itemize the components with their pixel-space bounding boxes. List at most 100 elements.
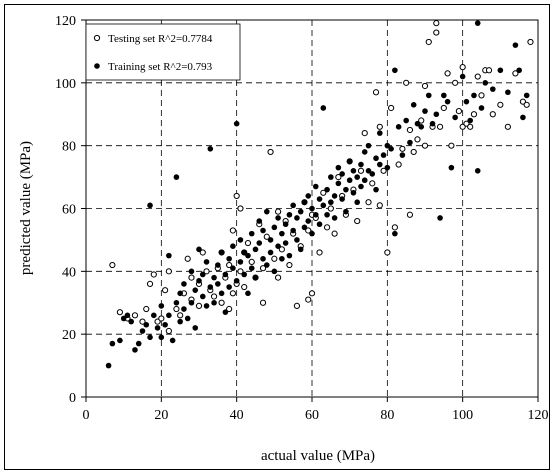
- training-point: [297, 208, 304, 215]
- testing-point: [233, 192, 240, 200]
- testing-point: [229, 227, 236, 234]
- training-point: [320, 202, 327, 209]
- training-point: [343, 186, 349, 193]
- testing-point: [116, 309, 124, 316]
- legend-marker-training: [94, 63, 100, 69]
- training-point: [335, 180, 342, 187]
- training-point: [188, 299, 195, 306]
- training-point: [505, 89, 511, 96]
- training-point: [282, 221, 289, 228]
- training-point: [203, 259, 210, 265]
- testing-point: [226, 305, 233, 313]
- training-point: [373, 186, 379, 193]
- training-point: [384, 142, 391, 149]
- training-point: [245, 252, 251, 259]
- training-point: [211, 274, 217, 281]
- training-point: [222, 309, 229, 315]
- testing-point: [512, 70, 519, 77]
- training-point: [256, 218, 263, 224]
- testing-point: [323, 224, 331, 231]
- testing-point: [527, 38, 534, 46]
- training-point: [459, 73, 466, 80]
- testing-point: [150, 271, 157, 278]
- training-point: [395, 124, 402, 130]
- training-point: [516, 67, 522, 74]
- testing-point: [199, 249, 206, 256]
- training-point: [429, 120, 436, 127]
- training-point: [218, 290, 225, 297]
- testing-point: [391, 224, 398, 231]
- testing-point: [203, 268, 210, 275]
- training-point: [233, 120, 240, 127]
- testing-point: [162, 287, 169, 294]
- training-point: [271, 268, 278, 275]
- training-point: [392, 67, 398, 74]
- training-point: [316, 221, 323, 228]
- training-point: [467, 117, 474, 124]
- testing-point: [275, 274, 282, 281]
- testing-point: [241, 283, 248, 291]
- testing-point: [455, 108, 462, 115]
- training-point: [162, 321, 168, 328]
- training-point: [241, 249, 247, 256]
- training-point: [324, 186, 330, 193]
- testing-point: [388, 104, 395, 112]
- training-point: [264, 208, 270, 215]
- training-point: [365, 142, 372, 149]
- testing-point: [376, 202, 383, 209]
- testing-point: [523, 101, 530, 108]
- training-point: [143, 321, 150, 328]
- testing-point: [248, 258, 255, 266]
- testing-point: [489, 111, 496, 118]
- testing-point: [331, 230, 338, 237]
- training-point: [328, 174, 334, 180]
- training-point: [490, 86, 496, 92]
- testing-point: [158, 315, 165, 322]
- testing-point: [308, 290, 316, 297]
- training-point: [105, 362, 112, 369]
- training-point: [128, 318, 134, 325]
- testing-point: [335, 173, 342, 181]
- training-point: [282, 240, 289, 246]
- training-point: [331, 193, 338, 199]
- training-point: [418, 124, 425, 130]
- testing-point: [467, 123, 474, 130]
- training-point: [297, 246, 304, 253]
- testing-point: [188, 274, 195, 281]
- training-point: [241, 271, 247, 278]
- training-point: [267, 237, 274, 243]
- training-point: [350, 189, 357, 196]
- testing-point: [184, 255, 191, 262]
- x-tick-label: 40: [230, 408, 244, 423]
- testing-point: [229, 290, 236, 297]
- training-point: [471, 92, 477, 99]
- training-point: [441, 92, 447, 99]
- training-point: [294, 237, 300, 243]
- training-point: [320, 105, 327, 111]
- training-point: [222, 271, 229, 278]
- testing-point: [406, 211, 414, 218]
- training-point: [309, 205, 315, 212]
- training-point: [135, 340, 142, 347]
- training-point: [267, 249, 274, 256]
- training-point: [309, 230, 315, 237]
- training-point: [482, 80, 489, 86]
- training-point: [147, 334, 153, 341]
- training-point: [361, 177, 368, 184]
- testing-point: [361, 130, 368, 137]
- training-point: [271, 224, 278, 231]
- training-point: [237, 259, 244, 265]
- training-point: [305, 218, 312, 224]
- training-point: [245, 290, 251, 297]
- testing-point: [399, 145, 406, 152]
- testing-point: [433, 20, 440, 27]
- training-point: [358, 183, 364, 190]
- testing-point: [478, 92, 485, 99]
- testing-point: [259, 265, 267, 272]
- testing-point: [165, 268, 172, 275]
- testing-point: [421, 82, 429, 90]
- y-tick-label: 120: [55, 14, 76, 29]
- training-point: [286, 252, 293, 259]
- training-point: [215, 281, 221, 287]
- training-point: [233, 277, 240, 284]
